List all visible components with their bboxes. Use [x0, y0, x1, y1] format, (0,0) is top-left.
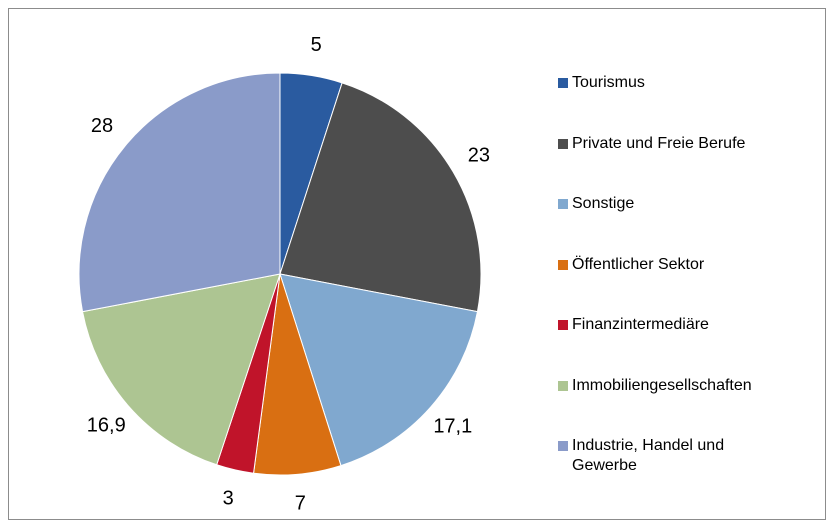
legend-label: Tourismus [572, 74, 645, 91]
data-label: 23 [468, 145, 490, 167]
legend-item: Finanzintermediäre [558, 315, 790, 335]
data-label: 28 [91, 115, 113, 137]
legend-label: Private und Freie Berufe [572, 134, 746, 152]
legend-item: Industrie, Handel und Gewerbe [558, 436, 790, 476]
pie-slice [279, 82, 482, 313]
legend-swatch [558, 441, 568, 451]
pie-slice [78, 72, 281, 313]
data-label: 16,9 [87, 414, 126, 436]
pie-slice [279, 273, 479, 467]
legend-item: Private und Freie Berufe [558, 134, 790, 154]
legend-swatch [558, 199, 568, 209]
data-label: 5 [311, 34, 322, 56]
data-label: 7 [295, 492, 306, 514]
legend-label: Industrie, Handel und Gewerbe [572, 437, 725, 474]
data-label: 17,1 [433, 416, 472, 438]
legend-label: Finanzintermediäre [572, 316, 709, 333]
legend-label: Öffentlicher Sektor [572, 255, 705, 273]
legend-item: Öffentlicher Sektor [558, 255, 790, 275]
legend-item: Tourismus [558, 73, 790, 93]
pie-slice [81, 273, 281, 466]
legend-swatch [558, 259, 568, 270]
legend-swatch [558, 380, 568, 391]
legend-swatch [558, 78, 568, 88]
chart-frame [8, 8, 826, 520]
legend-item: Immobiliengesellschaften [558, 376, 790, 396]
legend-item: Sonstige [558, 194, 790, 214]
data-label: 3 [223, 487, 234, 509]
legend-label: Immobiliengesellschaften [572, 376, 752, 394]
legend-swatch [558, 138, 568, 149]
legend-label: Sonstige [572, 195, 635, 212]
legend-swatch [558, 320, 568, 330]
